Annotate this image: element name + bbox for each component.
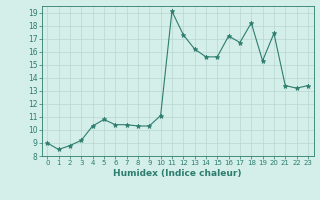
X-axis label: Humidex (Indice chaleur): Humidex (Indice chaleur) xyxy=(113,169,242,178)
